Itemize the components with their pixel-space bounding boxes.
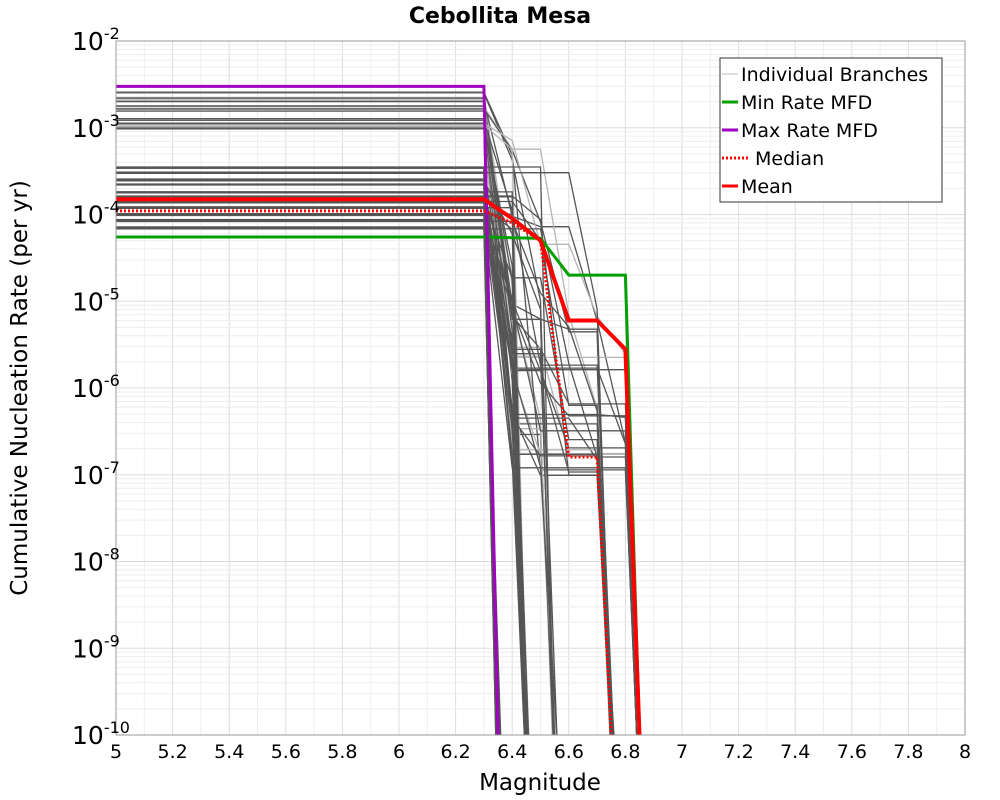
branch-line	[116, 207, 526, 736]
branch-line	[116, 172, 525, 736]
y-tick-label: 10-10	[72, 718, 130, 750]
branch-line	[116, 195, 613, 736]
legend-label: Max Rate MFD	[741, 120, 878, 142]
y-tick-label: 10-2	[72, 24, 120, 56]
branch-line	[116, 201, 500, 736]
branch-line	[116, 206, 612, 736]
x-tick-label: 6.8	[610, 741, 640, 763]
branch-line	[116, 166, 500, 736]
branch-line	[116, 171, 498, 736]
branch-line	[116, 196, 501, 736]
branch-line	[116, 97, 526, 736]
branch-line	[116, 178, 526, 736]
series-min-rate-mfd	[116, 235, 641, 736]
branch-line	[116, 191, 638, 736]
plot-frame	[115, 40, 966, 736]
legend: Individual Branches Min Rate MFD Max Rate …	[719, 57, 943, 203]
chart-title: Cebollita Mesa	[409, 4, 591, 29]
x-tick-label: 5.8	[327, 741, 357, 763]
branch-line	[116, 167, 498, 736]
y-axis: 10-2 10-3 10-4 10-5 10-6 10-7 10-8 10-9 10-10	[72, 24, 130, 750]
y-tick-label: 10-9	[72, 631, 120, 663]
x-axis-label: Magnitude	[479, 770, 601, 796]
x-tick-label: 6.4	[497, 741, 527, 763]
plot-area	[116, 84, 642, 736]
branch-line	[116, 227, 526, 736]
y-tick-label: 10-7	[72, 458, 120, 490]
branch-line	[116, 195, 498, 736]
legend-label: Mean	[741, 176, 793, 198]
x-tick-label: 8	[959, 741, 971, 763]
branch-line	[116, 227, 502, 736]
x-tick-label: 5	[110, 741, 122, 763]
branch-line	[116, 119, 526, 736]
branch-line	[116, 220, 611, 736]
y-axis-label: Cumulative Nucleation Rate (per yr)	[7, 180, 33, 596]
x-tick-label: 7	[676, 741, 688, 763]
branch-line	[116, 196, 526, 736]
series-max-rate-mfd	[116, 84, 500, 736]
legend-label: Individual Branches	[741, 64, 928, 86]
branch-line	[116, 122, 638, 736]
branch-line	[116, 201, 499, 736]
branch-line	[116, 191, 615, 736]
y-tick-label: 10-5	[72, 284, 120, 316]
branch-line	[116, 191, 501, 736]
branch-line	[116, 100, 638, 736]
branch-line	[116, 191, 527, 736]
branch-line	[116, 207, 498, 736]
x-tick-label: 6.2	[440, 741, 470, 763]
y-tick-label: 10-3	[72, 111, 120, 143]
branch-line	[116, 201, 611, 736]
x-tick-label: 6.6	[554, 741, 584, 763]
legend-box	[719, 57, 943, 203]
x-tick-label: 5.6	[271, 741, 301, 763]
branch-line	[116, 178, 498, 736]
series-mean	[116, 197, 642, 736]
x-tick-label: 5.2	[157, 741, 187, 763]
branch-line	[116, 197, 638, 736]
branch-line	[116, 172, 613, 736]
x-tick-label: 7.4	[780, 741, 810, 763]
legend-label: Median	[755, 148, 824, 170]
branch-line	[116, 192, 499, 736]
x-tick-label: 7.6	[837, 741, 867, 763]
branch-line	[116, 172, 500, 736]
branch-line	[116, 167, 499, 736]
branch-line	[116, 226, 530, 736]
branch-line	[116, 207, 526, 736]
branch-line	[116, 124, 528, 736]
branch-line	[116, 110, 613, 736]
legend-label: Min Rate MFD	[741, 92, 872, 114]
x-tick-label: 7.2	[723, 741, 753, 763]
x-tick-label: 5.4	[214, 741, 244, 763]
y-tick-label: 10-8	[72, 545, 120, 577]
y-tick-label: 10-6	[72, 371, 120, 403]
x-tick-label: 7.8	[893, 741, 923, 763]
branch-line	[116, 91, 638, 736]
branch-line	[116, 228, 638, 736]
y-tick-label: 10-4	[72, 198, 120, 230]
x-axis: 5 5.2 5.4 5.6 5.8 6 6.2 6.4 6.6 6.8 7 7.2 7.4 7.6 7.8 8	[110, 741, 971, 763]
x-tick-label: 6	[393, 741, 405, 763]
